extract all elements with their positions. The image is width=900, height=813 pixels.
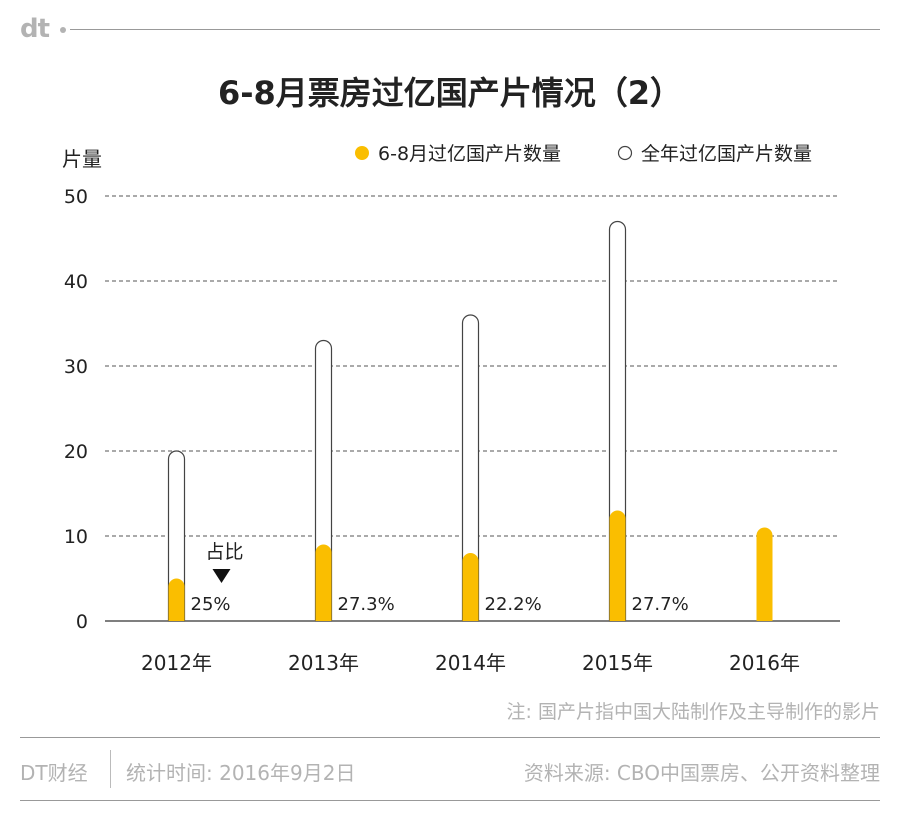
y-tick-label: 50	[64, 186, 88, 208]
ratio-caption: 占比	[205, 541, 243, 563]
y-tick-label: 10	[64, 526, 88, 548]
chart-title: 6-8月票房过亿国产片情况（2）	[217, 74, 683, 112]
y-axis-ticks: 0 10 20 30 40 50	[64, 186, 88, 633]
x-tick-label: 2014年	[435, 651, 506, 675]
bars	[167, 220, 773, 622]
bar-annual-2014年	[461, 314, 480, 622]
x-axis-ticks: 2012年 2013年 2014年 2015年 2016年	[141, 651, 800, 675]
stat-time: 统计时间: 2016年9月2日	[126, 761, 356, 785]
ratio-label: 27.3%	[338, 594, 395, 615]
bar-summer-2015年	[609, 510, 626, 621]
ratio-labels: 25% 27.3% 22.2% 27.7%	[191, 594, 689, 615]
bar-annual-2012年	[167, 450, 186, 622]
bar-summer-2016年	[756, 527, 773, 621]
bar-summer-2012年	[168, 578, 185, 621]
y-tick-label: 20	[64, 441, 88, 463]
ratio-label: 22.2%	[485, 594, 542, 615]
y-tick-label: 40	[64, 271, 88, 293]
brand-name: DT财经	[20, 761, 88, 785]
bar-summer-2013年	[315, 544, 332, 621]
ratio-label: 25%	[191, 594, 231, 615]
legend: 6-8月过亿国产片数量 全年过亿国产片数量	[355, 143, 812, 165]
ratio-label: 27.7%	[632, 594, 689, 615]
dt-logo: dt	[20, 14, 50, 44]
y-tick-label: 0	[76, 611, 88, 633]
legend-marker-hollow	[617, 145, 633, 161]
y-tick-label: 30	[64, 356, 88, 378]
top-divider	[70, 29, 880, 30]
data-source: 资料来源: CBO中国票房、公开资料整理	[523, 761, 880, 785]
bar-summer-2014年	[462, 553, 479, 621]
legend-marker-filled	[355, 146, 369, 160]
footer-separator	[110, 750, 111, 788]
logo-dot	[60, 27, 66, 33]
y-axis-label: 片量	[62, 147, 102, 171]
down-triangle-icon	[212, 569, 231, 583]
footer-top-rule	[20, 737, 880, 738]
x-tick-label: 2015年	[582, 651, 653, 675]
x-tick-label: 2016年	[729, 651, 800, 675]
ratio-annotation: 占比	[205, 541, 244, 583]
legend-label: 全年过亿国产片数量	[641, 143, 812, 165]
footer-bottom-rule	[20, 800, 880, 801]
x-tick-label: 2013年	[288, 651, 359, 675]
footnote: 注: 国产片指中国大陆制作及主导制作的影片	[506, 701, 880, 723]
legend-label: 6-8月过亿国产片数量	[378, 143, 561, 165]
x-tick-label: 2012年	[141, 651, 212, 675]
